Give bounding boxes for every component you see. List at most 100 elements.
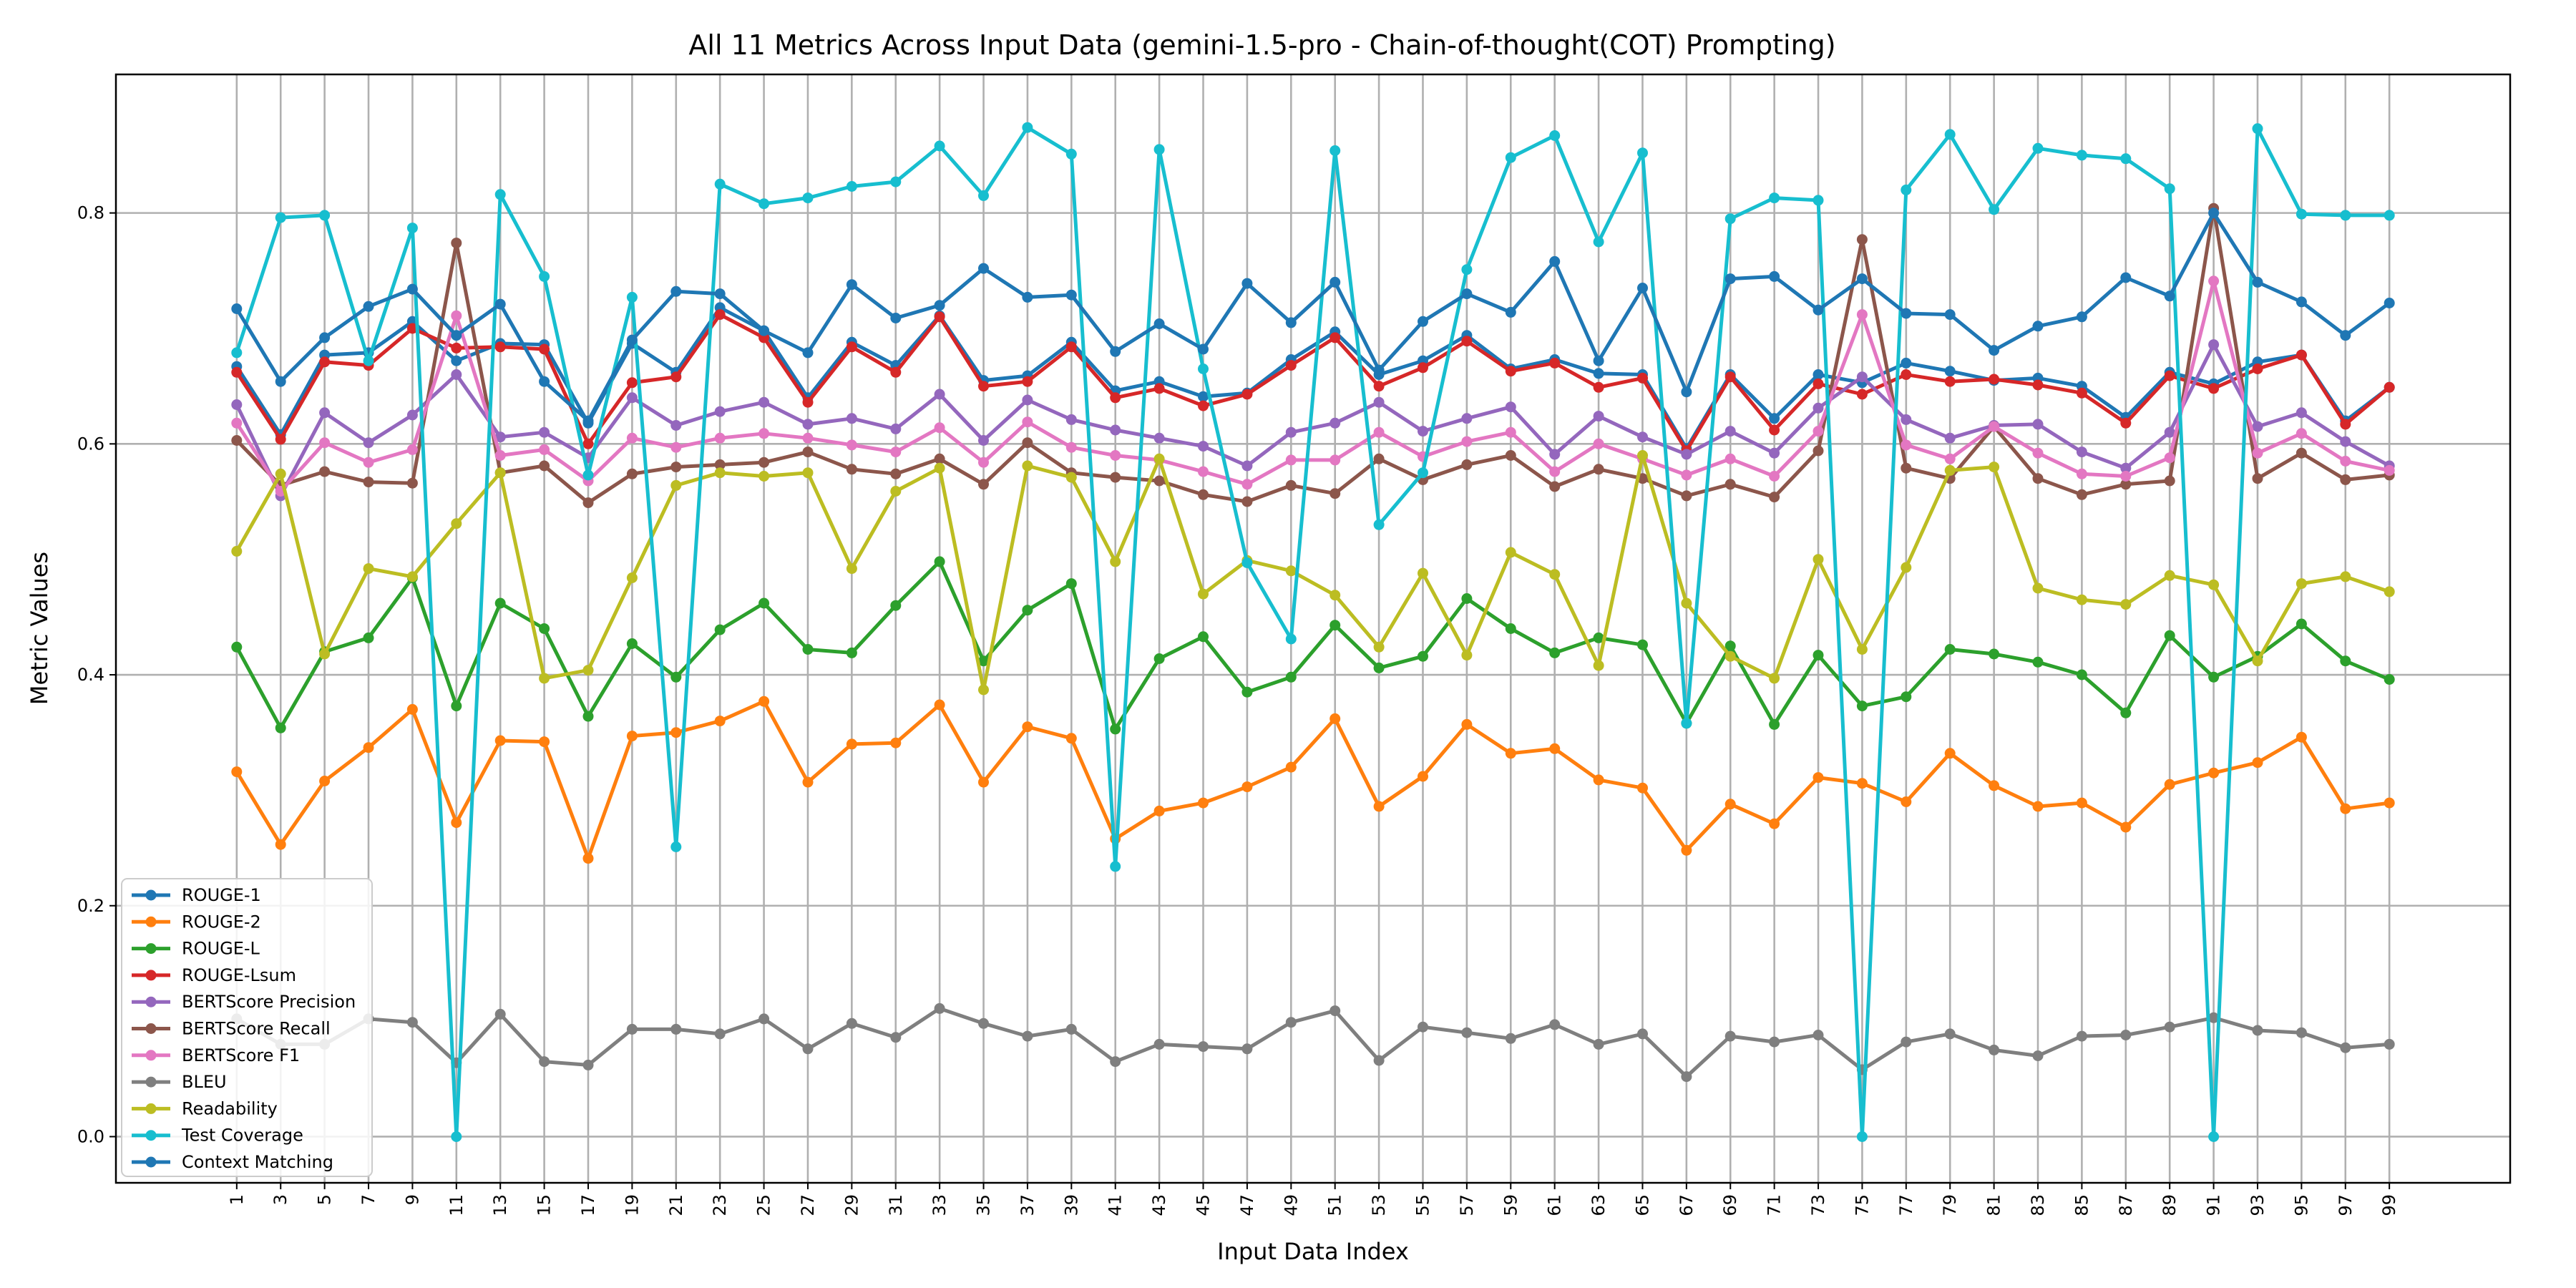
- data-point: [1901, 184, 1912, 195]
- data-point: [1637, 283, 1648, 293]
- legend: ROUGE-1 ROUGE-2 ROUGE-L ROUGE-Lsum BERTScore…: [121, 878, 373, 1177]
- x-tick-label: 17: [578, 1194, 598, 1216]
- data-point: [1153, 1038, 1165, 1050]
- legend-item: ROUGE-2: [132, 912, 261, 932]
- data-point: [1944, 748, 1956, 759]
- data-point: [1769, 270, 1780, 282]
- x-tick-label: 21: [666, 1194, 686, 1216]
- data-point: [494, 341, 506, 353]
- data-point: [1989, 421, 2000, 432]
- data-point: [1461, 650, 1473, 661]
- data-point: [451, 369, 462, 380]
- data-point: [1241, 278, 1253, 289]
- data-point: [1373, 662, 1385, 673]
- data-point: [2076, 489, 2087, 500]
- data-point: [978, 263, 989, 274]
- data-point: [582, 711, 594, 722]
- data-point: [1901, 369, 1912, 380]
- data-point: [1681, 449, 1692, 460]
- data-point: [802, 447, 814, 458]
- data-point: [451, 1131, 462, 1142]
- data-point: [890, 468, 902, 479]
- data-point: [319, 407, 331, 419]
- data-point: [714, 459, 726, 470]
- data-point: [2120, 821, 2132, 833]
- legend-marker: [145, 916, 157, 927]
- data-point: [406, 223, 418, 234]
- data-point: [451, 330, 462, 341]
- data-point: [2340, 419, 2351, 430]
- data-point: [670, 727, 682, 738]
- data-point: [2120, 471, 2132, 482]
- data-point: [1110, 472, 1121, 483]
- data-point: [670, 441, 682, 453]
- series-line: [235, 313, 2391, 453]
- x-tick-label: 91: [2204, 1194, 2224, 1216]
- data-point: [626, 392, 638, 404]
- data-point: [1065, 148, 1077, 160]
- data-point: [1022, 416, 1033, 428]
- chart-title: All 11 Metrics Across Input Data (gemini…: [688, 29, 1835, 61]
- data-point: [2296, 349, 2307, 361]
- data-point: [319, 437, 331, 449]
- data-point: [2164, 779, 2175, 790]
- data-point: [1769, 1036, 1780, 1048]
- data-point: [934, 389, 945, 400]
- x-axis-label: Input Data Index: [1217, 1238, 1409, 1265]
- data-point: [275, 839, 286, 850]
- data-point: [2252, 757, 2263, 769]
- data-point: [494, 1008, 506, 1020]
- data-point: [363, 632, 374, 643]
- x-tick-label: 65: [1632, 1194, 1652, 1216]
- data-point: [2340, 655, 2351, 667]
- x-tick-label: 33: [930, 1194, 950, 1216]
- data-point: [890, 486, 902, 497]
- legend-marker: [145, 1130, 157, 1141]
- data-point: [1022, 291, 1033, 303]
- series-8: [231, 450, 2395, 696]
- data-point: [231, 417, 243, 429]
- data-point: [1330, 276, 1341, 288]
- data-point: [2296, 447, 2307, 459]
- data-point: [2076, 1030, 2087, 1042]
- x-tick-label: 9: [402, 1194, 422, 1205]
- data-point: [1769, 492, 1780, 503]
- legend-item: BERTScore Precision: [132, 992, 356, 1012]
- data-point: [1330, 332, 1341, 343]
- data-point: [231, 399, 243, 410]
- data-point: [1724, 1030, 1736, 1042]
- data-point: [2296, 1027, 2307, 1038]
- data-point: [2252, 364, 2263, 374]
- data-point: [582, 665, 594, 676]
- x-tick-label: 29: [841, 1194, 862, 1216]
- data-point: [1593, 1038, 1604, 1050]
- data-point: [2252, 421, 2263, 432]
- data-point: [1549, 1019, 1561, 1030]
- data-point: [451, 817, 462, 829]
- data-point: [978, 381, 989, 392]
- data-point: [2208, 208, 2220, 219]
- legend-label: BERTScore Recall: [182, 1019, 331, 1039]
- x-tick-label: 51: [1325, 1194, 1345, 1216]
- data-point: [1065, 472, 1077, 483]
- legend-item: ROUGE-Lsum: [132, 965, 296, 985]
- x-tick-label: 57: [1457, 1194, 1477, 1216]
- data-point: [1549, 481, 1561, 492]
- data-point: [1198, 1041, 1209, 1053]
- data-point: [451, 310, 462, 321]
- data-point: [1022, 1030, 1033, 1042]
- data-point: [2208, 383, 2220, 394]
- data-point: [890, 600, 902, 611]
- data-point: [934, 462, 945, 474]
- data-point: [1022, 460, 1033, 472]
- data-point: [1769, 447, 1780, 459]
- data-point: [714, 716, 726, 727]
- series-line: [235, 211, 2391, 423]
- data-point: [1901, 414, 1912, 425]
- data-point: [2208, 339, 2220, 351]
- data-point: [626, 572, 638, 583]
- x-tick-label: 35: [974, 1194, 994, 1216]
- data-point: [2120, 479, 2132, 490]
- x-tick-label: 81: [1984, 1194, 2004, 1216]
- x-tick-label: 77: [1896, 1194, 1916, 1216]
